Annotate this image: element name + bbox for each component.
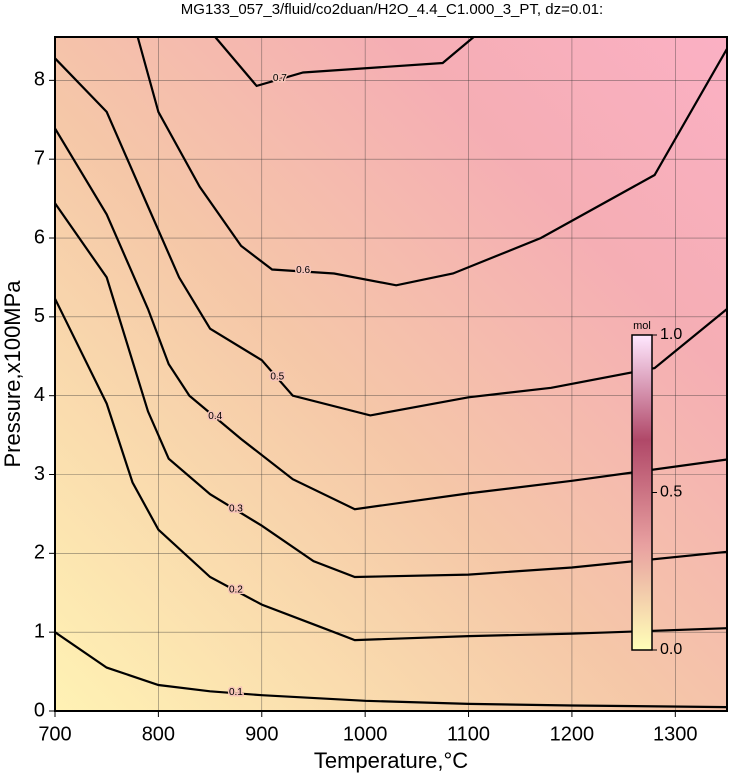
y-tick-label: 2 [34, 542, 45, 564]
contour-label: 0.2 [229, 584, 243, 595]
y-tick-label: 3 [34, 463, 45, 485]
y-tick-label: 4 [34, 384, 45, 406]
contour-line [54, 631, 728, 709]
chart-title: MG133_057_3/fluid/co2duan/H2O_4.4_C1.000… [181, 1, 603, 18]
y-tick-label: 7 [34, 147, 45, 169]
y-tick-label: 5 [34, 305, 45, 327]
x-tick-label: 1000 [343, 723, 388, 745]
y-tick-label: 8 [34, 69, 45, 91]
contour-label: 0.6 [296, 265, 310, 276]
contour-line [136, 36, 728, 287]
y-axis-label: Pressure,x100MPa [0, 280, 25, 468]
y-tick-label: 1 [34, 620, 45, 642]
y-tick-label: 6 [34, 226, 45, 248]
x-tick-label: 700 [38, 723, 71, 745]
plot-frame [54, 36, 728, 712]
colorbar [631, 334, 653, 651]
x-tick-label: 1200 [550, 723, 595, 745]
contour-line [54, 298, 728, 642]
contour-line [54, 57, 728, 417]
x-tick-label: 1100 [447, 723, 490, 745]
colorbar-tick-label: 1.0 [660, 326, 682, 343]
colorbar-label: mol [633, 320, 651, 332]
x-tick-label: 1300 [653, 723, 698, 745]
contour-label: 0.1 [229, 687, 243, 698]
contour-label: 0.7 [273, 73, 287, 84]
colorbar-tick-label: 0.0 [660, 641, 682, 658]
contour-label: 0.5 [270, 372, 284, 383]
contour-line [54, 127, 728, 511]
x-tick-label: 800 [142, 723, 175, 745]
contour-line [54, 202, 728, 579]
plot-background [55, 37, 727, 711]
contour-line [214, 36, 475, 88]
contour-label: 0.4 [208, 411, 222, 422]
x-tick-label: 900 [245, 723, 278, 745]
colorbar-tick-label: 0.5 [660, 484, 682, 501]
contour-label: 0.3 [229, 504, 243, 515]
x-axis-label: Temperature,°C [314, 748, 468, 773]
y-tick-label: 0 [34, 699, 45, 721]
